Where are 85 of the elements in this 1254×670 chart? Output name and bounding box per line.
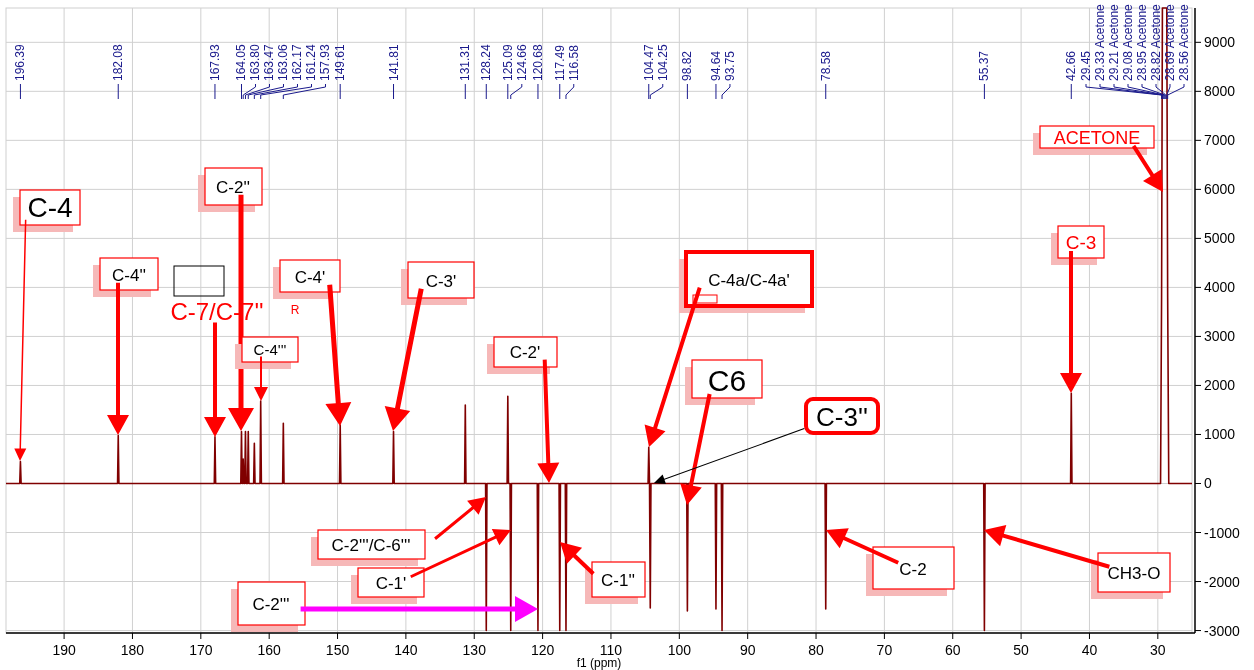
annotation: 164.05 — [234, 43, 249, 81]
annotation: 29.33 Acetone — [1093, 3, 1107, 81]
y-tick-label: 6000 — [1204, 181, 1236, 198]
annotation: R — [290, 303, 300, 317]
x-tick-label: 60 — [944, 642, 961, 658]
annotation: C-4'' — [112, 266, 146, 285]
annotation: C-2''' — [252, 595, 290, 614]
x-axis-title: f1 (ppm) — [576, 656, 622, 670]
annotation: 29.08 Acetone — [1121, 3, 1135, 81]
x-tick-label: 110 — [599, 642, 623, 658]
x-tick-label: 40 — [1081, 642, 1098, 658]
annotation: C-1' — [375, 574, 407, 593]
annotation: C-3 — [1065, 232, 1097, 253]
annotation: 120.68 — [530, 43, 545, 81]
annotation: 162.17 — [290, 43, 305, 81]
y-tick-label: 7000 — [1204, 132, 1236, 149]
x-tick-label: 50 — [1013, 642, 1030, 658]
y-tick-label: 8000 — [1204, 83, 1236, 100]
annotation: 28.95 Acetone — [1135, 3, 1149, 81]
x-tick-label: 70 — [876, 642, 893, 658]
annotation: 128.24 — [479, 43, 494, 81]
annotation: 163.80 — [248, 43, 263, 81]
annotation: C-3'' — [816, 402, 868, 432]
y-tick-label: 5000 — [1204, 230, 1236, 247]
annotation: 28.56 Acetone — [1177, 3, 1191, 81]
x-tick-label: 150 — [325, 642, 350, 658]
annotation: C-3' — [425, 272, 457, 291]
annotation: 125.09 — [500, 43, 515, 81]
annotation: C-4a/C-4a' — [708, 271, 790, 290]
x-tick-label: 140 — [394, 642, 418, 658]
annotation: 163.47 — [262, 43, 277, 81]
x-tick-label: 130 — [462, 642, 487, 658]
x-tick-label: 80 — [808, 642, 825, 658]
annotation: 116.58 — [566, 44, 581, 81]
annotation: C-2' — [509, 343, 541, 362]
y-tick-label: 0 — [1204, 475, 1212, 492]
annotation: C-4''' — [253, 341, 287, 358]
x-tick-label: 30 — [1150, 642, 1166, 658]
annotation: C-4 — [27, 192, 73, 223]
annotation: 104.47 — [641, 43, 656, 81]
annotation: 55.37 — [977, 50, 992, 81]
annotation: 124.66 — [514, 43, 529, 81]
y-tick-label: 9000 — [1204, 34, 1236, 51]
annotation: 29.45 — [1079, 50, 1093, 81]
y-tick-label: -2000 — [1204, 573, 1241, 590]
y-tick-label: -1000 — [1204, 524, 1241, 541]
y-tick-label: 3000 — [1204, 328, 1236, 345]
annotation: 104.25 — [655, 43, 670, 81]
annotation: 182.08 — [111, 43, 126, 81]
y-tick-label: 2000 — [1204, 377, 1236, 394]
annotation: 78.58 — [818, 50, 833, 81]
annotation: 98.82 — [680, 50, 695, 81]
annotation: 161.24 — [304, 43, 319, 81]
x-tick-label: 120 — [530, 642, 555, 658]
annotation: 167.93 — [207, 43, 222, 81]
y-tick-label: 1000 — [1204, 426, 1236, 443]
x-tick-label: 180 — [120, 642, 145, 658]
x-tick-label: 90 — [739, 642, 756, 658]
annotation: 141.81 — [386, 43, 401, 81]
annotation: C-2'' — [216, 178, 250, 197]
annotation: 131.31 — [458, 43, 473, 81]
annotation: 163.06 — [276, 43, 291, 81]
annotation: C-2 — [899, 560, 927, 579]
x-tick-label: 160 — [257, 642, 282, 658]
annotation: 149.61 — [333, 43, 348, 81]
x-tick-label: 100 — [667, 642, 692, 658]
annotation: 93.75 — [722, 50, 737, 81]
annotation: 196.39 — [13, 43, 28, 81]
x-tick-label: 190 — [52, 642, 76, 658]
annotation: 117.49 — [552, 44, 567, 81]
annotation: C-4' — [294, 268, 326, 287]
y-tick-label: -3000 — [1204, 622, 1241, 639]
annotation: 157.93 — [318, 43, 333, 81]
annotation: 94.64 — [708, 50, 723, 81]
annotation: C6 — [707, 364, 747, 397]
annotation: C-2'''/C-6''' — [331, 536, 411, 555]
x-tick-label: 170 — [189, 642, 213, 658]
annotation: C-1'' — [601, 571, 635, 590]
annotation: 42.66 — [1064, 50, 1079, 81]
annotation: 28.82 Acetone — [1149, 3, 1163, 81]
annotation: 29.21 Acetone — [1107, 3, 1121, 81]
annotation: CH3-O — [1107, 564, 1161, 583]
annotation: ACETONE — [1053, 128, 1141, 148]
annotation: 28.69 Acetone — [1163, 3, 1177, 81]
y-tick-label: 4000 — [1204, 279, 1236, 296]
